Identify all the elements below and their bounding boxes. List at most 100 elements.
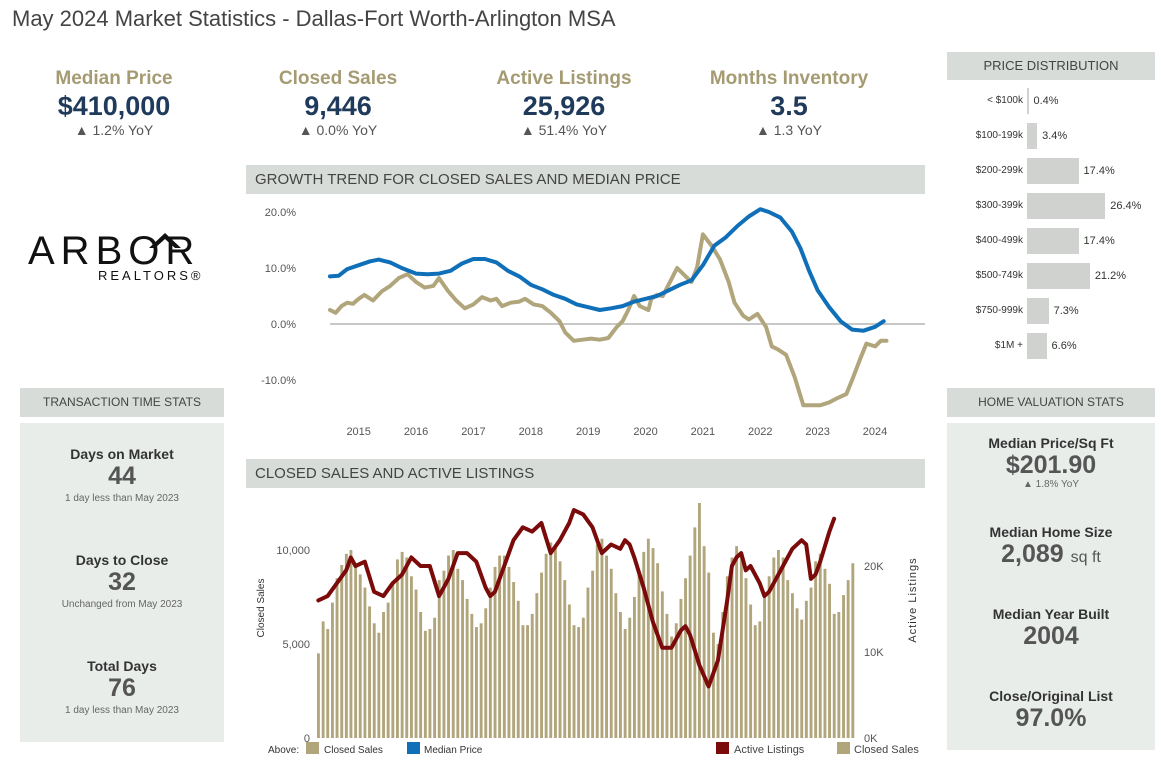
kpi-yoy: ▲ 1.3 YoY: [755, 122, 823, 138]
closed-sales-bar: [317, 653, 320, 738]
stat-value: 2,089: [1001, 540, 1064, 568]
closed-sales-bar: [377, 632, 381, 738]
closed-sales-bar: [577, 627, 581, 738]
closed-sales-bar: [753, 625, 757, 738]
stat-title: Total Days: [87, 658, 157, 674]
closed-sales-bar: [600, 538, 604, 738]
price-dist-value: 17.4%: [1083, 165, 1115, 177]
logo-wordmark: ARBOR: [28, 229, 201, 273]
closed-sales-bar: [735, 546, 739, 738]
closed-sales-bar: [456, 568, 460, 738]
legend-swatch-active-listings: [716, 742, 729, 754]
x-tick-label: 2022: [748, 426, 772, 438]
closed-sales-bar: [549, 542, 553, 738]
closed-sales-bar: [405, 557, 409, 738]
panel-body: Days on Market 44 1 day less than May 20…: [20, 423, 224, 742]
closed-sales-bar: [684, 578, 687, 738]
closed-sales-bar: [493, 566, 497, 738]
y-tick-label: 0.0%: [271, 319, 296, 331]
x-tick-label: 2021: [691, 426, 715, 438]
closed-sales-bar: [540, 572, 543, 738]
price-dist-value: 0.4%: [1033, 95, 1059, 107]
closed-sales-bar: [465, 598, 469, 738]
y-tick-label: 10.0%: [265, 263, 296, 275]
closed-sales-bar: [693, 527, 697, 738]
price-dist-label: < $100k: [987, 95, 1023, 106]
kpi-active-listings: Active Listings 25,926 ▲ 51.4% YoY: [464, 68, 664, 138]
closed-sales-bar: [716, 644, 720, 738]
x-tick-label: 2020: [633, 426, 657, 438]
kpi-median-price: Median Price $410,000 ▲ 1.2% YoY: [14, 68, 214, 138]
closed-sales-bar: [349, 550, 353, 738]
x-tick-label: 2015: [346, 426, 370, 438]
closed-sales-bar: [842, 595, 845, 738]
kpi-value: 25,926: [522, 91, 606, 121]
kpi-yoy: ▲ 51.4% YoY: [520, 122, 608, 138]
closed-sales-bar: [363, 587, 367, 738]
stat-note: 1 day less than May 2023: [65, 705, 179, 716]
closed-sales-bar: [563, 580, 567, 738]
closed-sales-bar: [470, 613, 474, 738]
legend-swatch-median-price: [407, 742, 420, 754]
price-dist-label: $100-199k: [975, 130, 1023, 141]
legend-label-closed-sales-2: Closed Sales: [854, 744, 919, 756]
panel-body: Median Price/Sq Ft $201.90 ▲ 1.8% YoY Me…: [947, 423, 1155, 750]
closed-sales-bar: [823, 568, 827, 738]
closed-sales-bar: [428, 629, 432, 738]
closed-sales-bar: [354, 565, 358, 738]
price-dist-bar: [1027, 88, 1029, 114]
left-tick-label: 0: [304, 733, 310, 745]
stat-title: Median Year Built: [992, 606, 1110, 622]
closed-sales-bar: [479, 623, 483, 738]
price-dist-row: < $100k 0.4%: [947, 86, 1155, 116]
closed-sales-bar: [386, 602, 390, 738]
closed-sales-bar: [739, 551, 743, 738]
stat-title: Days to Close: [75, 552, 169, 568]
price-dist-label: $1M +: [994, 340, 1023, 351]
price-dist-row: $300-399k 26.4%: [947, 191, 1155, 221]
closed-sales-bar: [558, 561, 562, 738]
closed-sales-bar: [461, 580, 464, 738]
closed-sales-bar: [423, 630, 427, 738]
closed-sales-bar: [614, 593, 618, 738]
price-dist-value: 7.3%: [1053, 305, 1079, 317]
stat-title: Median Home Size: [989, 524, 1113, 540]
left-tick-label: 5,000: [282, 639, 310, 651]
right-tick-label: 20K: [864, 561, 884, 573]
legend-label-active-listings: Active Listings: [734, 744, 805, 756]
logo-subtitle: REALTORS®: [98, 268, 204, 283]
closed-sales-bar: [725, 576, 729, 738]
stat-price-per-sqft: Median Price/Sq Ft $201.90 ▲ 1.8% YoY: [947, 435, 1155, 490]
closed-sales-bar: [391, 583, 395, 738]
closed-sales-bar: [595, 544, 599, 738]
closed-sales-bar: [646, 538, 650, 738]
growth-trend-chart: 20.0% 10.0% 0.0% -10.0% 2015 2016 2017 2018 2019…: [261, 207, 925, 438]
closed-sales-bar: [637, 572, 641, 738]
closed-sales-bar: [605, 555, 608, 738]
closed-sales-bar: [665, 613, 669, 738]
kpi-label: Median Price: [55, 68, 173, 89]
price-dist-bar: [1027, 228, 1079, 254]
closed-sales-bar: [526, 625, 529, 738]
closed-sales-bar: [809, 587, 813, 738]
page-title: May 2024 Market Statistics - Dallas-Fort…: [12, 6, 616, 31]
closed-sales-bar: [800, 619, 804, 738]
closed-sales-bar: [688, 555, 692, 738]
closed-sales-bar: [721, 612, 725, 738]
kpi-label: Months Inventory: [709, 68, 869, 89]
stat-days-to-close: Days to Close 32 Unchanged from May 2023: [20, 552, 224, 610]
house-icon: [149, 233, 181, 248]
stat-median-year-built: Median Year Built 2004: [947, 606, 1155, 650]
closed-sales-bar: [707, 572, 711, 738]
y-tick-label: -10.0%: [261, 375, 296, 387]
closed-sales-bar: [335, 578, 339, 738]
legend-swatch-closed-sales: [306, 742, 319, 754]
stat-note: 1 day less than May 2023: [65, 493, 179, 504]
closed-sales-bar: [642, 551, 646, 738]
closed-sales-bar: [591, 570, 595, 738]
kpi-months-inventory: Months Inventory 3.5 ▲ 1.3 YoY: [689, 68, 889, 138]
closed-sales-bar: [535, 593, 539, 738]
price-dist-bar: [1027, 158, 1079, 184]
closed-sales-bar: [786, 580, 790, 738]
